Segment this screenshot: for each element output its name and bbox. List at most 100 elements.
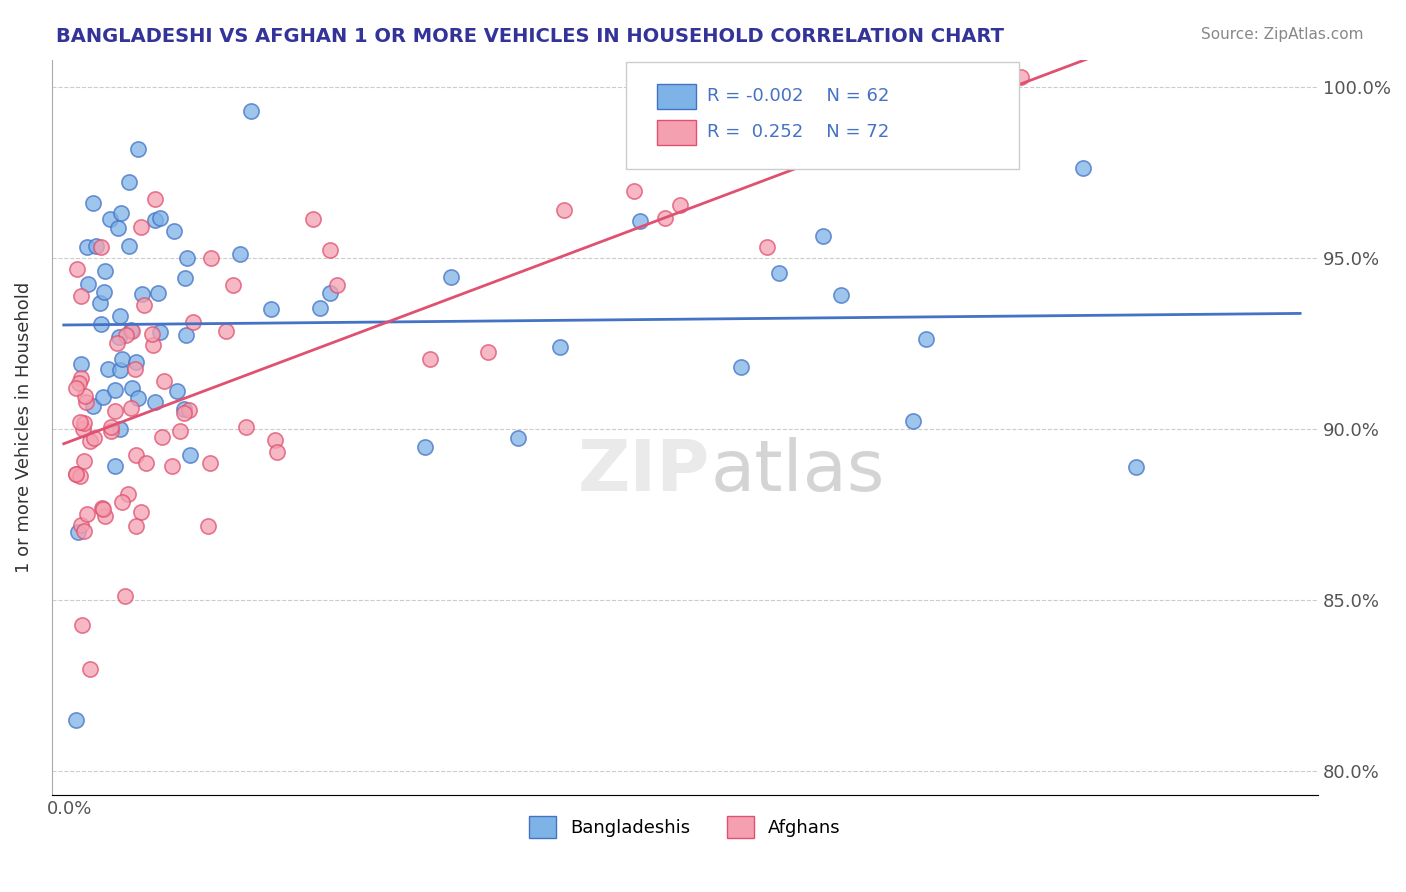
Bangladeshis: [548, 340, 571, 354]
Afghans: [100, 424, 122, 438]
Bangladeshis: [107, 221, 129, 235]
Bangladeshis: [1071, 161, 1094, 175]
Bangladeshis: [108, 330, 131, 344]
Bangladeshis: [229, 247, 252, 261]
Afghans: [142, 338, 165, 352]
Bangladeshis: [148, 211, 170, 225]
Bangladeshis: [97, 361, 120, 376]
Text: atlas: atlas: [710, 437, 884, 506]
Afghans: [125, 448, 148, 462]
Bangladeshis: [166, 384, 188, 398]
Afghans: [66, 262, 89, 277]
Bangladeshis: [143, 213, 166, 227]
Afghans: [326, 278, 349, 293]
Bangladeshis: [125, 354, 148, 368]
Afghans: [654, 211, 676, 225]
Afghans: [115, 327, 138, 342]
Afghans: [94, 509, 117, 524]
Afghans: [222, 278, 245, 293]
Bangladeshis: [77, 277, 100, 291]
Afghans: [319, 243, 342, 257]
Bangladeshis: [89, 296, 111, 310]
Afghans: [121, 324, 143, 338]
Afghans: [72, 422, 94, 436]
Bangladeshis: [173, 402, 195, 417]
Afghans: [117, 487, 139, 501]
Afghans: [141, 326, 163, 341]
Bangladeshis: [628, 213, 651, 227]
Afghans: [105, 336, 128, 351]
Bangladeshis: [82, 400, 104, 414]
Bangladeshis: [146, 285, 169, 300]
Bangladeshis: [65, 713, 87, 727]
Afghans: [65, 467, 87, 482]
Afghans: [70, 618, 93, 632]
Bangladeshis: [149, 325, 172, 339]
Bangladeshis: [93, 285, 115, 300]
Afghans: [73, 417, 96, 431]
Bangladeshis: [111, 351, 134, 366]
Afghans: [181, 315, 204, 329]
Afghans: [79, 662, 101, 676]
Bangladeshis: [415, 440, 437, 454]
Afghans: [104, 404, 127, 418]
Bangladeshis: [901, 414, 924, 428]
Afghans: [477, 344, 499, 359]
Afghans: [153, 375, 176, 389]
Bangladeshis: [508, 432, 530, 446]
Bangladeshis: [811, 229, 834, 244]
Bangladeshis: [76, 240, 98, 254]
Bangladeshis: [768, 266, 790, 280]
Bangladeshis: [94, 264, 117, 278]
Bangladeshis: [120, 323, 142, 337]
Afghans: [70, 288, 93, 302]
Afghans: [979, 109, 1001, 123]
Afghans: [75, 394, 97, 409]
Afghans: [135, 457, 157, 471]
Afghans: [756, 240, 779, 254]
Afghans: [73, 454, 96, 468]
Afghans: [67, 376, 90, 390]
Bangladeshis: [90, 317, 112, 331]
Bangladeshis: [440, 269, 463, 284]
Bangladeshis: [84, 239, 107, 253]
Afghans: [162, 458, 184, 473]
Afghans: [143, 192, 166, 206]
Text: BANGLADESHI VS AFGHAN 1 OR MORE VEHICLES IN HOUSEHOLD CORRELATION CHART: BANGLADESHI VS AFGHAN 1 OR MORE VEHICLES…: [56, 27, 1004, 45]
Bangladeshis: [108, 310, 131, 324]
Bangladeshis: [309, 301, 332, 315]
Afghans: [70, 371, 93, 385]
Afghans: [200, 251, 222, 265]
Afghans: [65, 381, 87, 395]
Bangladeshis: [179, 449, 201, 463]
Bangladeshis: [260, 301, 283, 316]
Bangladeshis: [93, 390, 115, 404]
Bangladeshis: [69, 358, 91, 372]
Text: R = -0.002    N = 62: R = -0.002 N = 62: [707, 87, 890, 105]
Afghans: [266, 444, 288, 458]
Afghans: [69, 415, 91, 429]
Legend: Bangladeshis, Afghans: Bangladeshis, Afghans: [522, 809, 848, 846]
Bangladeshis: [103, 383, 125, 397]
Afghans: [83, 431, 105, 445]
Afghans: [668, 198, 690, 212]
Bangladeshis: [1125, 460, 1147, 475]
Bangladeshis: [174, 327, 197, 342]
Bangladeshis: [82, 196, 104, 211]
Bangladeshis: [163, 224, 186, 238]
Afghans: [134, 298, 156, 312]
Afghans: [197, 518, 219, 533]
Bangladeshis: [176, 251, 198, 265]
Bangladeshis: [121, 381, 143, 395]
Afghans: [76, 507, 98, 521]
Bangladeshis: [239, 103, 262, 118]
Afghans: [169, 425, 191, 439]
Bangladeshis: [830, 287, 852, 301]
Afghans: [100, 420, 122, 434]
Afghans: [173, 406, 195, 420]
Bangladeshis: [67, 524, 90, 539]
Afghans: [623, 184, 645, 198]
Bangladeshis: [110, 206, 132, 220]
Afghans: [177, 403, 200, 417]
Afghans: [70, 517, 93, 532]
